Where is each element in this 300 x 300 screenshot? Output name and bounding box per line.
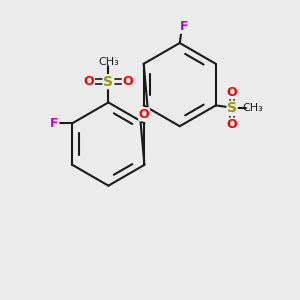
Text: CH₃: CH₃ <box>242 103 263 113</box>
Text: O: O <box>139 108 149 121</box>
Text: O: O <box>227 118 237 131</box>
Text: S: S <box>103 75 113 88</box>
Text: CH₃: CH₃ <box>98 57 119 67</box>
Text: S: S <box>227 101 237 116</box>
Text: O: O <box>122 75 133 88</box>
Text: O: O <box>227 85 237 98</box>
Text: O: O <box>84 75 94 88</box>
Text: F: F <box>50 117 59 130</box>
Text: F: F <box>180 20 188 33</box>
